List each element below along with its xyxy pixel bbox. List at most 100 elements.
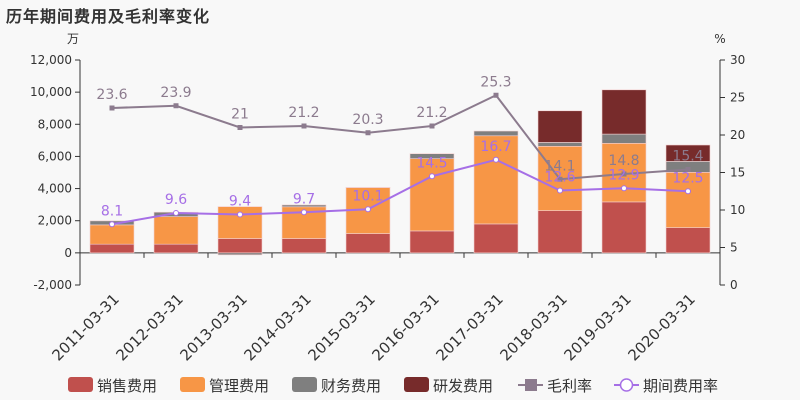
legend-label: 毛利率	[547, 377, 592, 395]
right-axis-tick-label: 20	[730, 128, 745, 142]
data-label-期间费用率: 12.5	[672, 170, 703, 186]
legend-label: 销售费用	[97, 377, 157, 395]
marker-毛利率	[237, 125, 243, 130]
data-label-期间费用率: 12.6	[544, 170, 575, 186]
marker-期间费用率	[685, 188, 691, 195]
data-label-毛利率: 23.9	[160, 85, 191, 101]
bar-销售费用	[153, 243, 199, 254]
legend-swatch	[292, 377, 317, 392]
bar-销售费用	[89, 243, 135, 254]
marker-期间费用率	[109, 221, 115, 228]
bar-销售费用	[217, 238, 263, 254]
data-label-毛利率: 20.3	[352, 112, 383, 128]
chart-title: 历年期间费用及毛利率变化	[6, 7, 211, 26]
data-label-毛利率: 25.3	[480, 74, 511, 90]
data-label-毛利率: 21.2	[416, 105, 447, 121]
bar-财务费用	[473, 130, 519, 137]
marker-期间费用率	[173, 210, 179, 216]
bar-管理费用	[217, 206, 263, 239]
bar-销售费用	[345, 233, 391, 254]
x-axis-tick-label: 2011-03-31	[48, 290, 122, 364]
data-label-期间费用率: 14.5	[416, 155, 447, 171]
right-axis-tick-label: 5	[730, 241, 738, 255]
marker-毛利率	[109, 105, 115, 111]
left-axis-tick-label: 0	[64, 246, 72, 260]
x-axis-tick-label: 2016-03-31	[368, 290, 442, 364]
marker-毛利率	[557, 176, 563, 182]
right-axis-tick-label: 0	[730, 278, 738, 292]
data-label-期间费用率: 9.6	[165, 192, 187, 208]
bar-研发费用	[537, 110, 583, 143]
bar-财务费用	[601, 133, 647, 144]
legend-label: 管理费用	[209, 377, 269, 395]
left-axis-tick-label: 4,000	[38, 182, 72, 196]
left-axis-unit: 万	[67, 32, 79, 46]
legend-swatch	[180, 377, 205, 392]
legend-label: 研发费用	[433, 377, 493, 395]
x-axis-tick-label: 2020-03-31	[624, 290, 698, 364]
bar-研发费用	[665, 144, 711, 162]
bar-销售费用	[601, 201, 647, 254]
left-axis-tick-label: 6,000	[38, 149, 72, 163]
legend-label: 财务费用	[321, 377, 381, 395]
bar-研发费用	[601, 89, 647, 135]
bar-财务费用	[217, 252, 263, 256]
legend-swatch	[68, 377, 93, 392]
bar-管理费用	[473, 135, 519, 225]
right-axis-unit: %	[714, 32, 725, 46]
marker-期间费用率	[365, 206, 371, 213]
legend-swatch	[404, 377, 429, 392]
right-axis-tick-label: 10	[730, 203, 745, 217]
bar-财务费用	[281, 204, 327, 208]
data-label-毛利率: 21	[231, 107, 249, 123]
x-axis-tick-label: 2015-03-31	[304, 290, 378, 364]
x-axis-tick-label: 2013-03-31	[176, 290, 250, 364]
marker-毛利率	[685, 167, 691, 172]
data-label-期间费用率: 10.1	[352, 188, 383, 204]
data-label-毛利率: 23.6	[96, 87, 127, 103]
line-期间费用率	[111, 158, 689, 226]
bar-销售费用	[665, 227, 711, 254]
left-axis-tick-label: 8,000	[38, 117, 72, 131]
x-axis-tick-label: 2019-03-31	[560, 290, 634, 364]
marker-期间费用率	[237, 211, 243, 218]
marker-毛利率	[365, 130, 371, 136]
data-label-期间费用率: 8.1	[101, 203, 123, 219]
x-axis-tick-label: 2014-03-31	[240, 290, 314, 364]
data-label-期间费用率: 9.7	[293, 191, 315, 207]
x-axis-tick-label: 2017-03-31	[432, 290, 506, 364]
data-label-毛利率: 15.4	[672, 149, 703, 165]
left-axis-tick-label: 2,000	[38, 214, 72, 228]
marker-毛利率	[429, 123, 435, 129]
right-axis-tick-label: 25	[730, 91, 745, 105]
bar-财务费用	[409, 153, 455, 159]
bar-管理费用	[409, 158, 455, 232]
bar-管理费用	[153, 216, 199, 245]
bar-销售费用	[281, 238, 327, 254]
marker-期间费用率	[301, 209, 307, 216]
marker-毛利率	[621, 171, 627, 177]
bar-管理费用	[665, 172, 711, 228]
left-axis-tick-label: -2,000	[33, 278, 72, 292]
line-毛利率	[111, 93, 689, 181]
marker-期间费用率	[493, 156, 499, 163]
data-label-期间费用率: 12.9	[608, 167, 639, 183]
data-label-毛利率: 14.1	[544, 158, 575, 174]
left-axis-tick-label: 12,000	[30, 53, 72, 67]
bar-销售费用	[537, 210, 583, 254]
legend-label: 期间费用率	[643, 377, 718, 395]
marker-期间费用率	[557, 187, 563, 194]
x-axis-tick-label: 2012-03-31	[112, 290, 186, 364]
bar-管理费用	[89, 224, 135, 245]
data-label-期间费用率: 9.4	[229, 194, 251, 210]
marker-期间费用率	[621, 185, 627, 192]
marker-毛利率	[173, 103, 179, 109]
bar-销售费用	[473, 223, 519, 254]
marker-期间费用率	[429, 173, 435, 180]
x-axis-tick-label: 2018-03-31	[496, 290, 570, 364]
bar-财务费用	[537, 142, 583, 147]
data-label-毛利率: 21.2	[288, 105, 319, 121]
right-axis-tick-label: 15	[730, 166, 745, 180]
right-axis-tick-label: 30	[730, 53, 745, 67]
